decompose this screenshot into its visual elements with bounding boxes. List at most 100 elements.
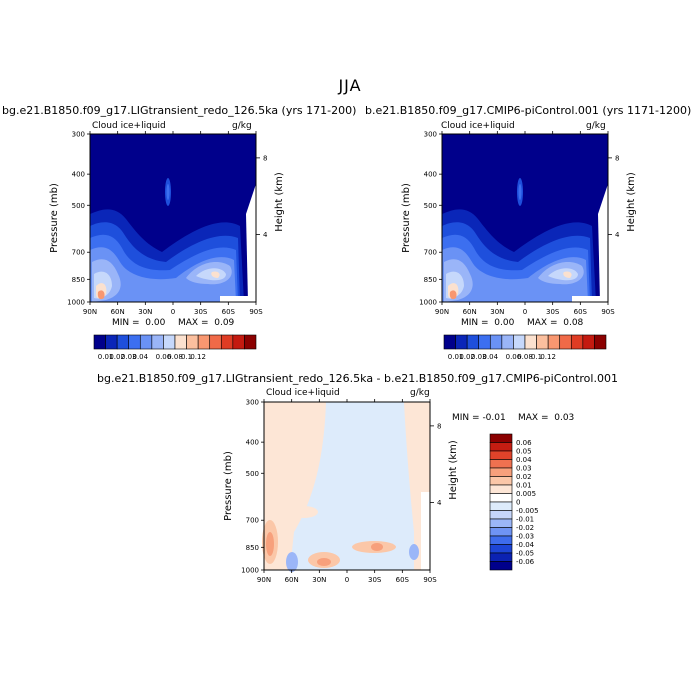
x-tick-label: 60S: [222, 308, 236, 316]
colorbar-swatch: [559, 334, 572, 350]
panel1-max-value: 0.09: [214, 318, 235, 328]
x-tick-label: 60S: [396, 576, 410, 584]
contour-fill-5: [94, 268, 226, 299]
x-tick-label: 60N: [111, 308, 125, 316]
colorbar-tick-label: 0.01: [448, 353, 464, 361]
colorbar-swatch: [151, 334, 164, 350]
diff-negative-patch: [286, 552, 298, 572]
missing-data-region: [572, 296, 608, 302]
contour-fill-4: [92, 259, 232, 302]
colorbar-tick-label: 0.02: [459, 353, 475, 361]
contour-fill-7: [449, 290, 457, 300]
colorbar-tick-label: 0.01: [98, 353, 114, 361]
y-tick-label: 300: [246, 399, 259, 407]
y-tick-label: 1000: [419, 299, 437, 307]
colorbar-swatch: [209, 334, 222, 350]
colorbar-swatch: [489, 527, 513, 537]
colorbar-tick-label: 0.02: [516, 473, 532, 481]
colorbar-swatch: [582, 334, 595, 350]
y-tick-label: 850: [72, 276, 85, 284]
colorbar-swatch: [455, 334, 468, 350]
contour-fill-upper: [518, 184, 522, 200]
colorbar-tick-label: 0.1: [531, 353, 542, 361]
diff-negative-region: [290, 402, 414, 570]
panel2-plot: 90N 60N 30N 0 30S 60S 90S 300 400 500 700 850 1000 8 4…: [401, 131, 637, 317]
colorbar-tick-label: 0.03: [516, 465, 532, 473]
panel3-field-label: Cloud ice+liquid: [266, 388, 340, 398]
panel3-units: g/kg: [410, 388, 430, 398]
x-tick-label: 60N: [285, 576, 299, 584]
y-tick-label: 700: [246, 517, 259, 525]
y-tick-label: 500: [424, 202, 437, 210]
colorbar-swatch: [128, 334, 141, 350]
contour-fill-3: [90, 247, 236, 302]
x-tick-label: 30S: [546, 308, 560, 316]
colorbar-swatch: [220, 334, 234, 350]
x-tick-label: 0: [523, 308, 527, 316]
missing-data-region: [246, 184, 256, 302]
panel2-max-label: MAX = 0.08: [527, 318, 584, 328]
x-tick-label: 90N: [257, 576, 271, 584]
right-axis-label: Height (km): [448, 440, 459, 500]
colorbar-swatch: [547, 334, 561, 350]
panel1-plot: 90N 60N 30N 0 30S 60S 90S 300 400 500 700 850 1000 8 4…: [49, 131, 285, 317]
colorbar-tick-label: 0.12: [540, 353, 556, 361]
panel3-colorbar: 0.060.050.040.030.020.010.0050-0.005-0.0…: [489, 433, 539, 571]
colorbar-tick-label: 0.03: [471, 353, 487, 361]
y-tick-label: 300: [424, 131, 437, 139]
height-tick-label: 4: [263, 231, 268, 239]
colorbar-swatch: [489, 501, 513, 511]
x-tick-label: 30N: [312, 576, 326, 584]
colorbar-swatch: [186, 334, 199, 350]
x-tick-label: 30N: [138, 308, 152, 316]
diff-negative-region: [356, 462, 414, 570]
x-tick-label: 60S: [574, 308, 588, 316]
panel1-min-value: 0.00: [145, 318, 166, 328]
colorbar-tick-label: 0.06: [506, 353, 522, 361]
colorbar-swatch: [489, 484, 513, 494]
x-tick-label: 90N: [435, 308, 449, 316]
x-tick-label: 0: [345, 576, 349, 584]
height-tick-label: 8: [615, 154, 619, 162]
panel3-max-label: MAX = 0.03: [518, 413, 575, 423]
panel1-title: bg.e21.B1850.f09_g17.LIGtransient_redo_1…: [2, 104, 357, 117]
y-axis-label: Pressure (mb): [223, 451, 234, 521]
colorbar-swatch: [489, 433, 513, 443]
contour-fill-3: [442, 247, 588, 302]
panel2-colorbar: 0.010.020.030.04 0.060.080.10.12: [443, 334, 607, 361]
colorbar-tick-label: 0.03: [121, 353, 137, 361]
panel3-plot: 90N 60N 30N 0 30S 60S 90S 300 400 500 700 850 1000 8 4…: [223, 399, 459, 585]
y-tick-label: 300: [72, 131, 85, 139]
x-tick-label: 0: [171, 308, 175, 316]
x-tick-label: 90S: [249, 308, 263, 316]
colorbar-tick-label: -0.04: [516, 541, 535, 549]
figure-title: JJA: [338, 76, 362, 95]
colorbar-swatch: [232, 334, 245, 350]
colorbar-swatch: [489, 552, 513, 562]
colorbar-swatch: [489, 510, 513, 520]
colorbar-swatch: [466, 334, 480, 350]
y-tick-label: 700: [72, 249, 85, 257]
colorbar-tick-label: 0.1: [181, 353, 192, 361]
colorbar-tick-label: 0.04: [482, 353, 498, 361]
panel1-field-label: Cloud ice+liquid: [92, 121, 166, 131]
y-tick-label: 400: [424, 171, 437, 179]
colorbar-swatch: [163, 334, 176, 350]
colorbar-tick-label: 0.05: [516, 448, 532, 456]
panel1-colorbar: 0.010.020.030.04 0.060.080.10.12: [93, 334, 257, 361]
height-tick-label: 4: [437, 499, 442, 507]
colorbar-tick-label: 0.08: [167, 353, 183, 361]
colorbar-swatch: [501, 334, 514, 350]
colorbar-swatch: [489, 535, 513, 545]
colorbar-swatch: [489, 476, 513, 486]
panel2-units: g/kg: [586, 121, 606, 131]
colorbar-swatch: [478, 334, 491, 350]
contour-fill-7: [97, 290, 105, 300]
colorbar-swatch: [594, 334, 607, 350]
colorbar-swatch: [489, 442, 513, 452]
y-axis-label: Pressure (mb): [49, 183, 60, 253]
panel3-max-value: 0.03: [554, 413, 575, 423]
missing-data-region: [421, 492, 430, 570]
colorbar-swatch: [489, 493, 513, 503]
contour-fill-5: [446, 268, 578, 299]
